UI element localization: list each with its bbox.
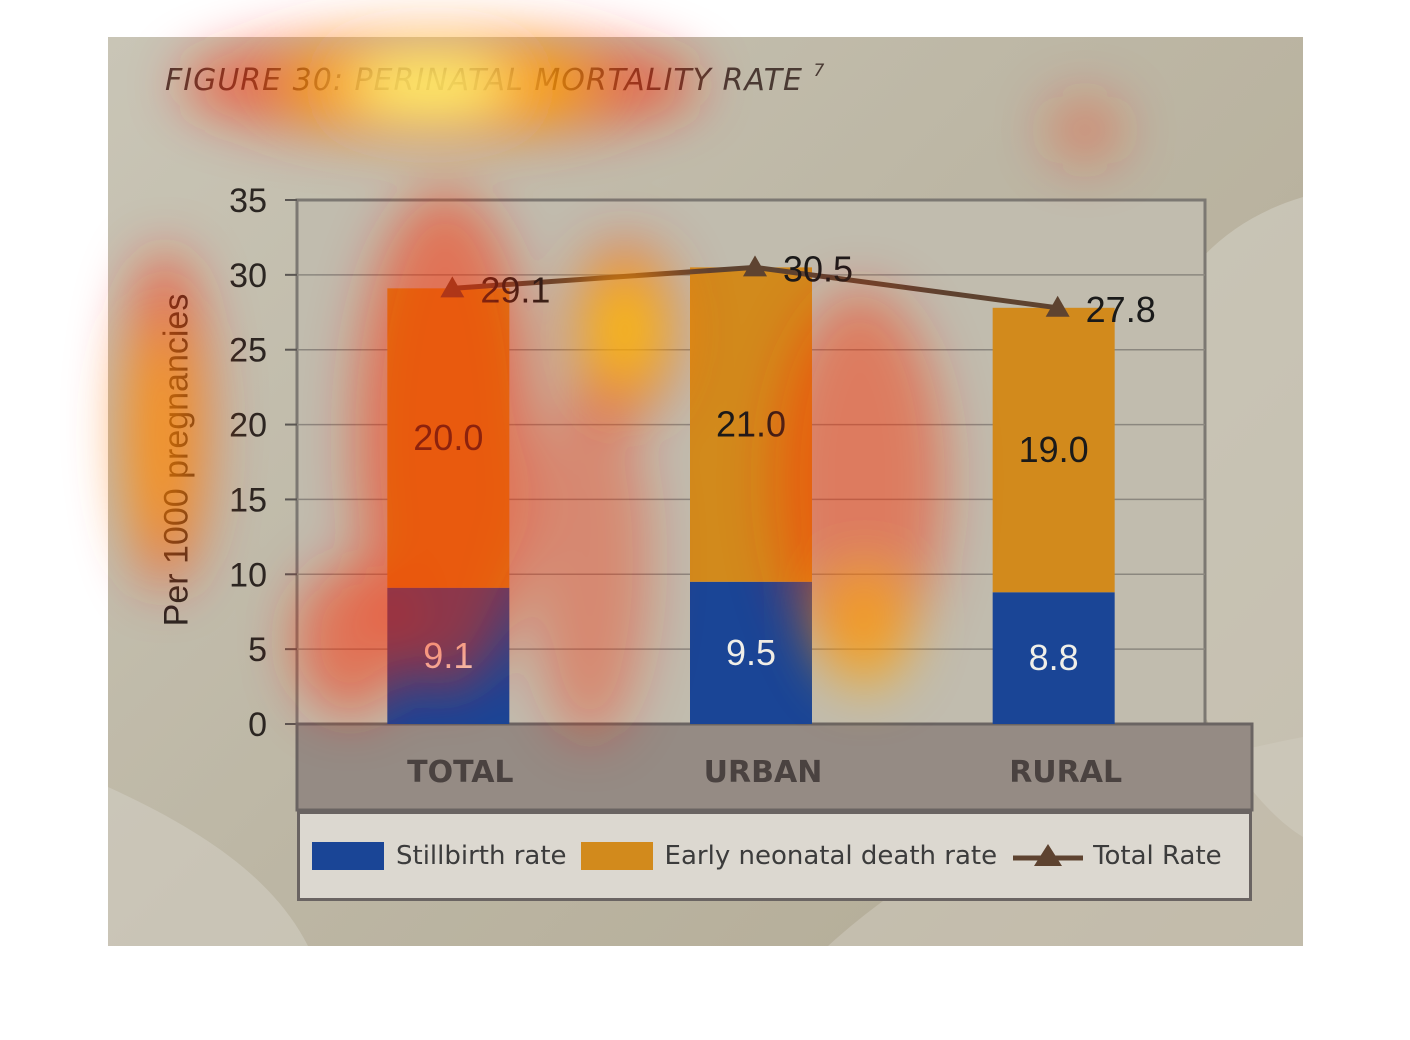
category-axis-band — [295, 722, 1254, 812]
category-label: URBAN — [704, 755, 823, 790]
y-tick-label: 25 — [229, 332, 267, 370]
bar-stillbirth — [992, 592, 1115, 724]
data-label-stillbirth: 8.8 — [1029, 637, 1079, 678]
category-label: RURAL — [1009, 755, 1122, 790]
data-label-total-rate: 27.8 — [1086, 289, 1156, 330]
data-label-total-rate: 29.1 — [480, 269, 550, 310]
y-tick-label: 5 — [248, 631, 267, 669]
legend-item-stillbirth: Stillbirth rate — [312, 841, 567, 871]
data-label-stillbirth: 9.5 — [726, 632, 776, 673]
legend-label-neonatal: Early neonatal death rate — [664, 841, 998, 871]
chart-legend: Stillbirth rate Early neonatal death rat… — [297, 811, 1252, 901]
data-label-early-neonatal: 21.0 — [716, 404, 786, 445]
legend-item-neonatal: Early neonatal death rate — [580, 841, 998, 871]
legend-label-total-rate: Total Rate — [1093, 841, 1222, 871]
legend-line-triangle-icon — [1013, 844, 1084, 866]
data-label-total-rate: 30.5 — [783, 248, 853, 289]
y-tick-label: 15 — [229, 481, 267, 519]
legend-swatch-neonatal — [580, 842, 653, 870]
y-tick-label: 35 — [229, 182, 267, 220]
y-tick-label: 20 — [229, 407, 267, 445]
data-label-early-neonatal: 20.0 — [413, 417, 483, 458]
bar-early-neonatal — [992, 307, 1115, 593]
total-rate-marker — [1045, 295, 1070, 317]
legend-label-stillbirth: Stillbirth rate — [396, 841, 567, 871]
y-tick-label: 10 — [229, 556, 267, 594]
category-label: TOTAL — [407, 755, 513, 790]
total-rate-marker — [743, 255, 767, 277]
figure-title-superscript: 7 — [813, 61, 826, 81]
legend-swatch-stillbirth — [312, 842, 384, 870]
data-label-early-neonatal: 19.0 — [1019, 429, 1089, 470]
y-tick-label: 30 — [229, 257, 267, 295]
legend-item-total-rate: Total Rate — [1011, 841, 1222, 871]
data-label-stillbirth: 9.1 — [423, 635, 473, 676]
y-tick-label: 0 — [248, 706, 267, 744]
